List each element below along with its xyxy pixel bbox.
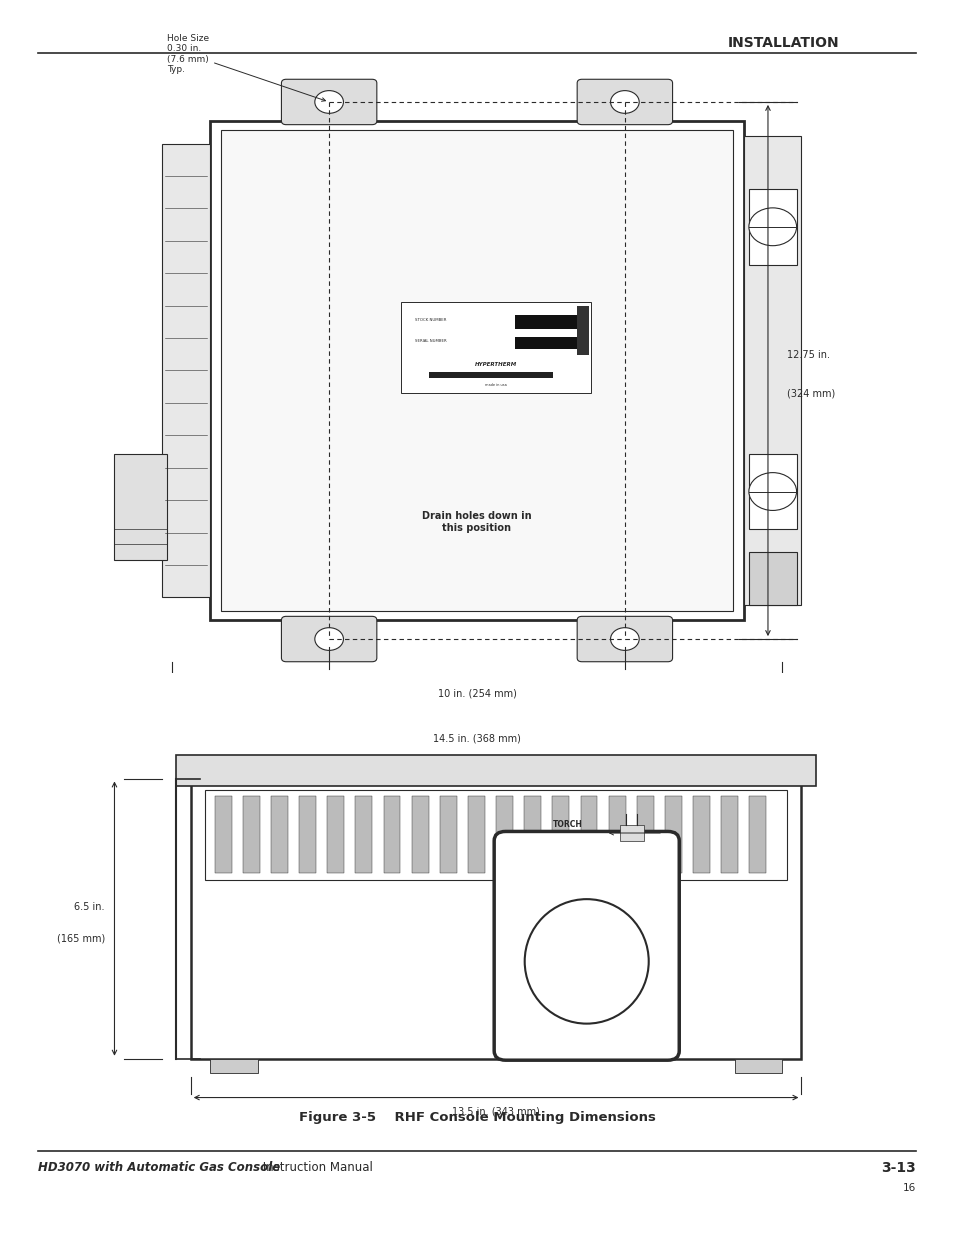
Ellipse shape <box>524 899 648 1024</box>
Circle shape <box>314 90 343 114</box>
FancyBboxPatch shape <box>577 616 672 662</box>
Text: HYPERTHERM: HYPERTHERM <box>475 362 517 367</box>
Bar <box>412 795 428 873</box>
Text: HD3070 with Automatic Gas Console: HD3070 with Automatic Gas Console <box>38 1161 280 1174</box>
Text: STOCK NUMBER: STOCK NUMBER <box>415 319 446 322</box>
FancyBboxPatch shape <box>494 831 679 1060</box>
Bar <box>176 756 815 787</box>
Text: (165 mm): (165 mm) <box>56 934 105 944</box>
Bar <box>664 795 681 873</box>
Bar <box>579 795 597 873</box>
Text: 14.5 in. (368 mm): 14.5 in. (368 mm) <box>433 734 520 743</box>
Bar <box>619 825 643 841</box>
Bar <box>439 795 456 873</box>
Bar <box>383 795 400 873</box>
Circle shape <box>748 207 796 246</box>
Bar <box>467 795 484 873</box>
Bar <box>299 795 315 873</box>
Circle shape <box>610 627 639 651</box>
Text: 6.5 in.: 6.5 in. <box>74 902 105 911</box>
Bar <box>271 795 288 873</box>
Bar <box>242 795 259 873</box>
Text: (324 mm): (324 mm) <box>786 388 835 398</box>
Text: 16: 16 <box>902 1183 915 1193</box>
Text: 10 in. (254 mm): 10 in. (254 mm) <box>437 688 516 698</box>
Bar <box>748 189 796 264</box>
Bar <box>749 795 765 873</box>
Bar <box>162 143 210 598</box>
Text: Hole Size
0.30 in.
(7.6 mm)
Typ.: Hole Size 0.30 in. (7.6 mm) Typ. <box>167 33 325 101</box>
Bar <box>429 372 553 378</box>
Text: 3-13: 3-13 <box>881 1161 915 1174</box>
FancyBboxPatch shape <box>281 616 376 662</box>
Circle shape <box>748 473 796 510</box>
FancyBboxPatch shape <box>281 79 376 125</box>
Bar <box>577 306 588 356</box>
Bar <box>743 136 801 605</box>
Bar <box>515 315 577 329</box>
Bar <box>748 552 796 605</box>
Circle shape <box>610 90 639 114</box>
Text: INSTALLATION: INSTALLATION <box>727 36 839 49</box>
Text: Drain holes down in
this position: Drain holes down in this position <box>422 511 531 532</box>
Text: 12.75 in.: 12.75 in. <box>786 351 829 361</box>
Bar <box>400 303 591 393</box>
Bar <box>210 1058 257 1073</box>
Text: made in usa: made in usa <box>485 383 506 387</box>
Bar <box>720 795 738 873</box>
Bar <box>496 795 513 873</box>
Text: Instruction Manual: Instruction Manual <box>259 1161 373 1174</box>
Bar <box>552 795 569 873</box>
Bar <box>748 453 796 530</box>
Bar <box>210 121 743 620</box>
Bar <box>327 795 344 873</box>
Bar <box>515 337 577 350</box>
Bar <box>524 795 540 873</box>
Bar <box>214 795 232 873</box>
Bar <box>205 790 786 879</box>
FancyBboxPatch shape <box>577 79 672 125</box>
Bar <box>191 778 801 1058</box>
Bar <box>114 453 167 559</box>
Bar <box>637 795 653 873</box>
Bar <box>221 130 732 611</box>
Bar <box>734 1058 781 1073</box>
Text: SERIAL NUMBER: SERIAL NUMBER <box>415 338 446 343</box>
Text: Figure 3-5    RHF Console Mounting Dimensions: Figure 3-5 RHF Console Mounting Dimensio… <box>298 1110 655 1124</box>
Circle shape <box>314 627 343 651</box>
Bar <box>692 795 709 873</box>
Text: 13.5 in. (343 mm): 13.5 in. (343 mm) <box>452 1107 539 1116</box>
Bar <box>355 795 372 873</box>
Bar <box>608 795 625 873</box>
Text: TORCH: TORCH <box>552 820 582 829</box>
